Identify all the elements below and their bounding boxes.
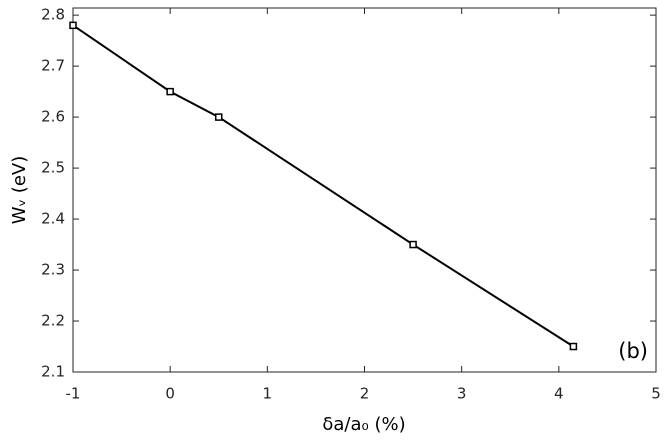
data-marker [166, 87, 174, 96]
x-tick-label: 4 [554, 385, 564, 403]
data-marker [69, 21, 77, 30]
y-tick-label: 2.4 [41, 210, 65, 228]
y-tick-label: 2.7 [41, 57, 65, 75]
y-tick-label: 2.1 [41, 363, 65, 381]
x-tick-label: 0 [165, 385, 175, 403]
data-marker [215, 113, 223, 121]
x-axis-label: δa/a₀ (%) [322, 414, 405, 435]
y-tick-label: 2.6 [41, 108, 65, 126]
x-tick-label: 1 [263, 385, 273, 403]
x-tick-label: 2 [360, 385, 370, 403]
plot-frame [72, 7, 657, 373]
x-tick-label: 5 [651, 385, 661, 403]
data-marker [569, 342, 578, 351]
x-tick-label: 3 [457, 385, 467, 403]
y-tick-label: 2.5 [41, 159, 65, 177]
x-tick-label: -1 [66, 385, 81, 403]
y-tick-label: 2.2 [41, 312, 65, 330]
annotation: (b) [618, 339, 648, 363]
y-tick-label: 2.3 [41, 261, 65, 279]
y-axis-label: Wᵥ (eV) [9, 156, 30, 224]
data-marker [409, 240, 417, 249]
data-line [72, 24, 574, 348]
y-tick-label: 2.8 [41, 6, 65, 24]
